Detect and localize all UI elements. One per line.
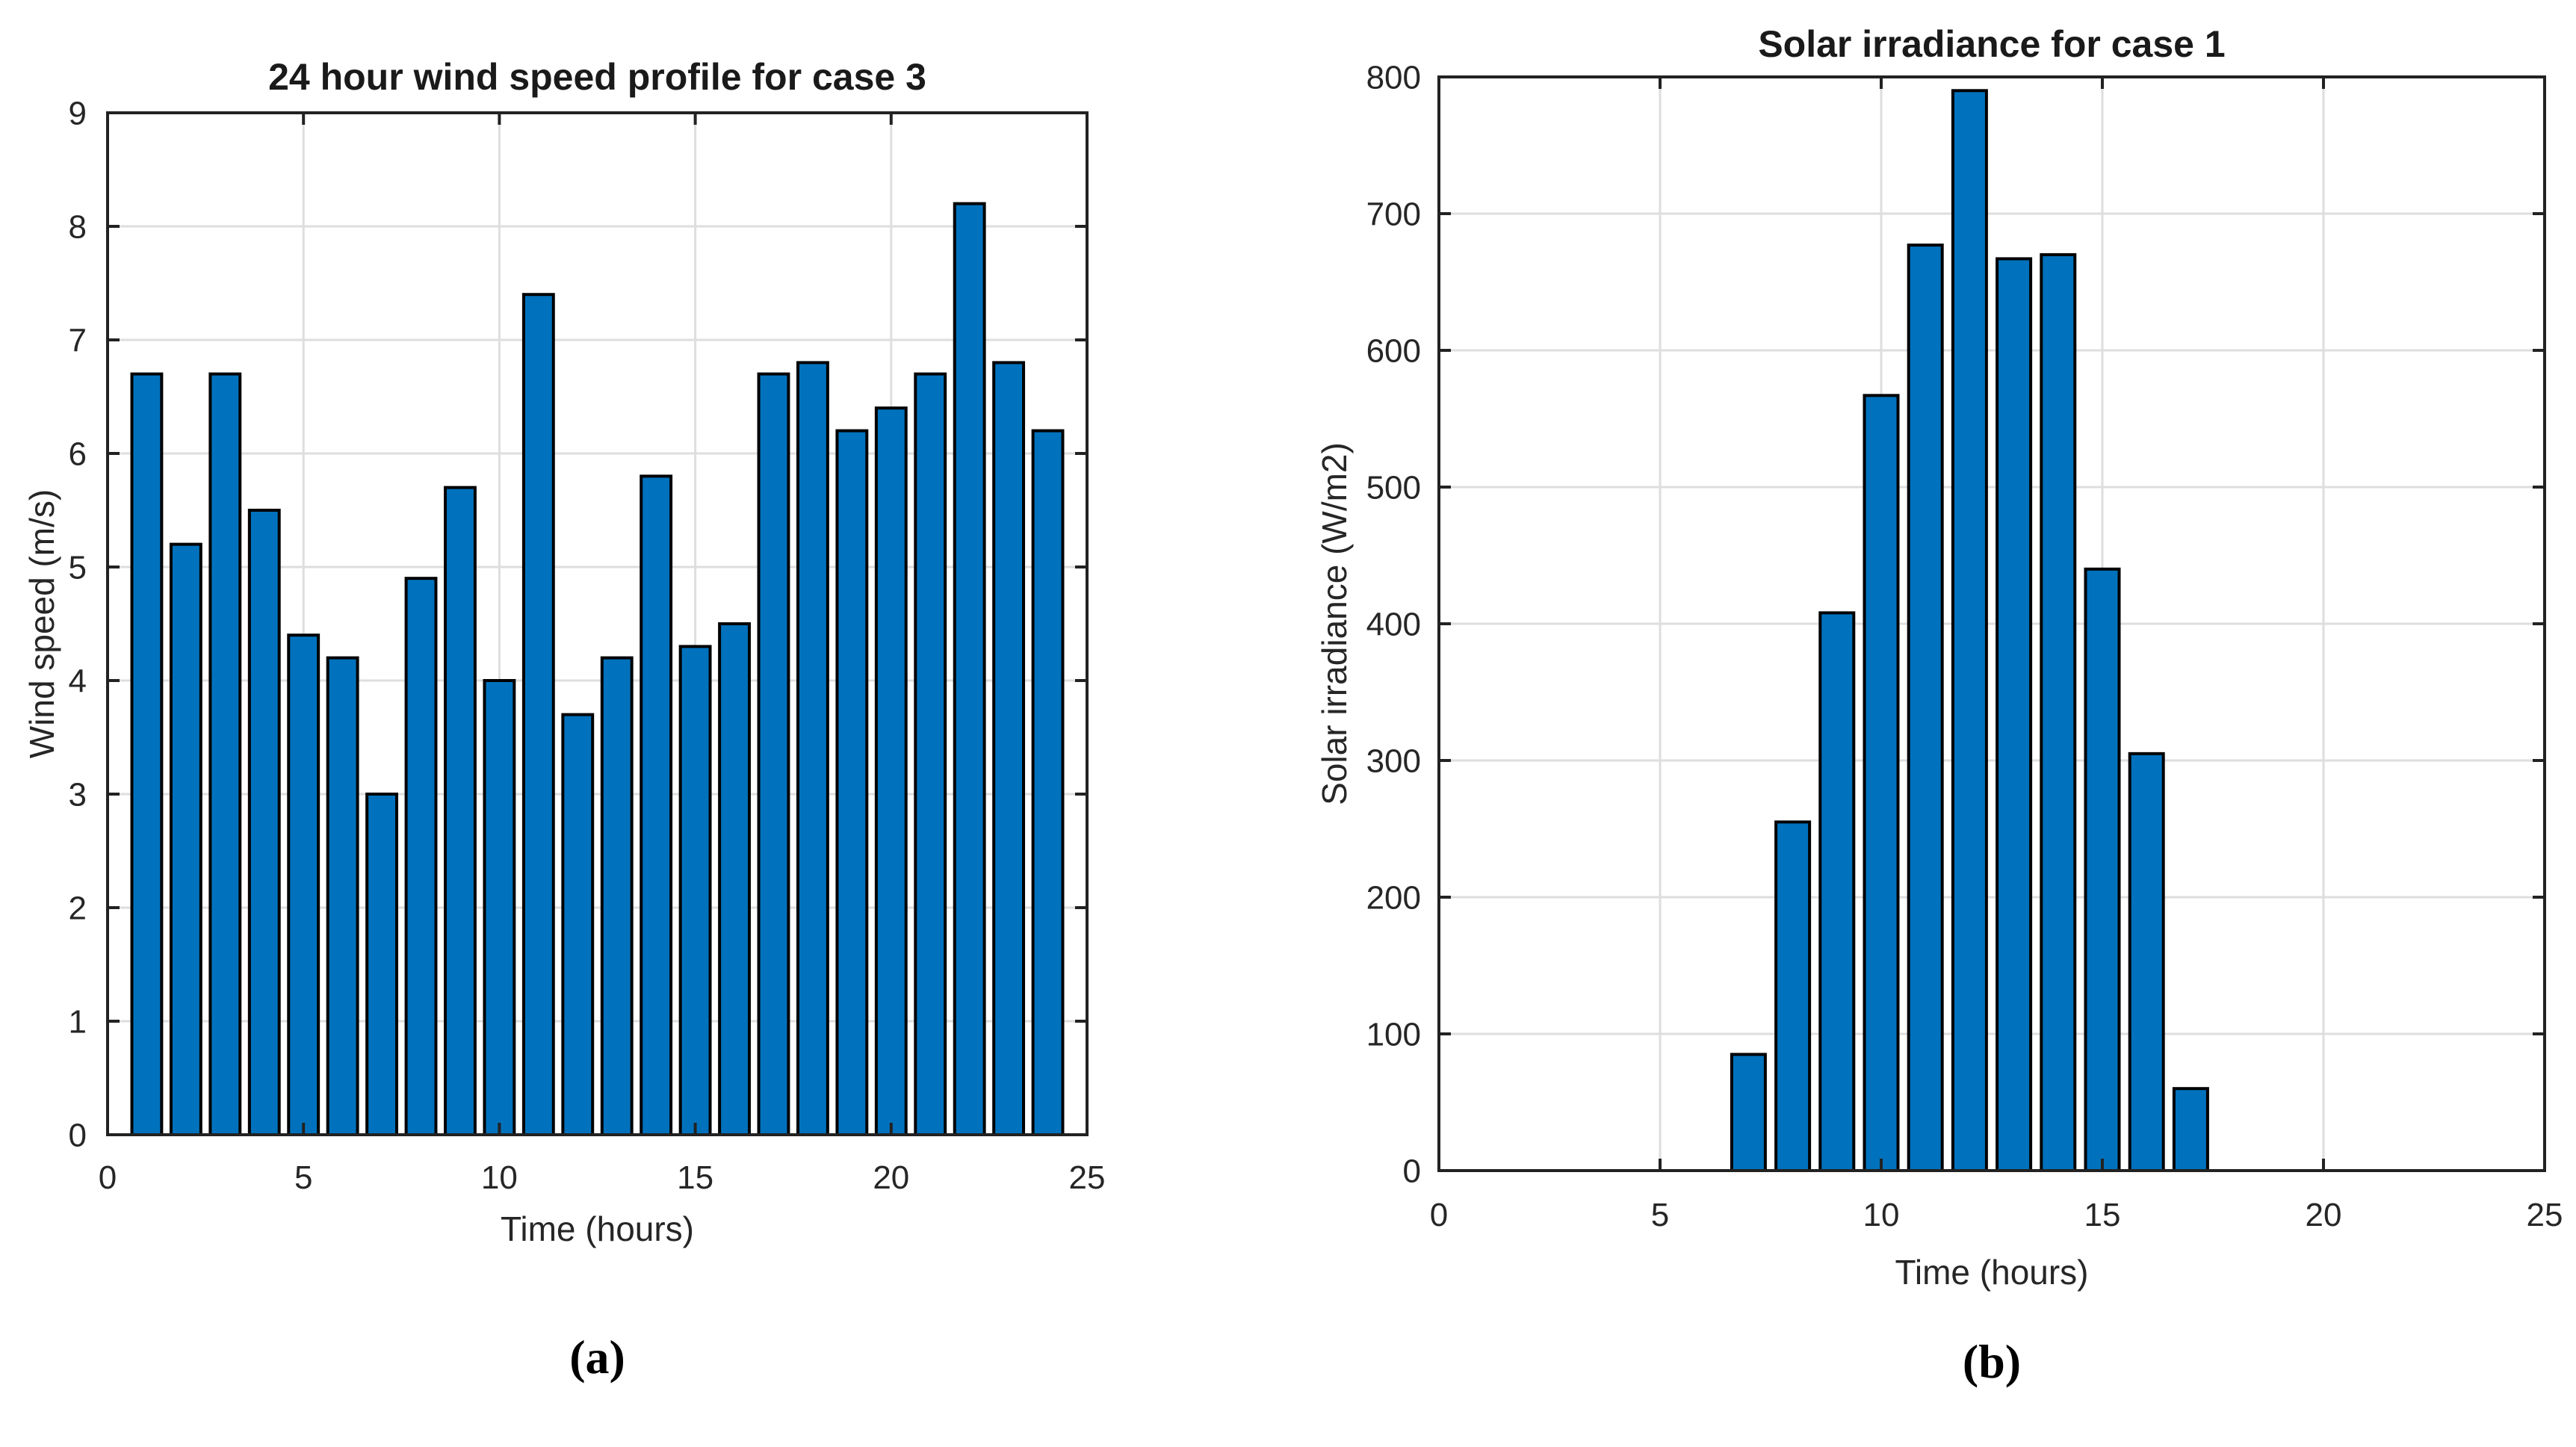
svg-text:10: 10 xyxy=(481,1159,518,1196)
chart-b-x-axis-label: Time (hours) xyxy=(1895,1253,2089,1292)
svg-text:0: 0 xyxy=(69,1117,87,1153)
panel-a-caption: (a) xyxy=(569,1330,625,1384)
svg-text:300: 300 xyxy=(1366,743,1421,779)
svg-text:700: 700 xyxy=(1366,196,1421,232)
svg-text:5: 5 xyxy=(69,549,87,586)
svg-text:5: 5 xyxy=(1651,1197,1669,1233)
chart-b-y-axis-label: Solar irradiance (W/m2) xyxy=(1315,442,1354,805)
svg-text:20: 20 xyxy=(873,1159,909,1196)
svg-text:15: 15 xyxy=(2084,1197,2121,1233)
svg-text:15: 15 xyxy=(677,1159,713,1196)
svg-text:7: 7 xyxy=(69,322,87,359)
svg-text:400: 400 xyxy=(1366,606,1421,642)
svg-text:2: 2 xyxy=(69,890,87,926)
chart-a-title: 24 hour wind speed profile for case 3 xyxy=(268,56,926,98)
chart-b-title: Solar irradiance for case 1 xyxy=(1758,23,2226,65)
svg-text:200: 200 xyxy=(1366,879,1421,916)
svg-text:1: 1 xyxy=(69,1003,87,1040)
wind-speed-bar-chart: 0 5 10 15 20 25 0 1 2 3 4 5 6 7 8 9 xyxy=(69,95,1106,1196)
panel-b: Solar irradiance for case 1 Solar irradi… xyxy=(1288,0,2576,1447)
svg-text:0: 0 xyxy=(99,1159,117,1196)
svg-text:3: 3 xyxy=(69,776,87,813)
svg-text:4: 4 xyxy=(69,663,87,699)
panel-b-caption: (b) xyxy=(1962,1335,2022,1388)
panel-a: 24 hour wind speed profile for case 3 Wi… xyxy=(22,56,1106,1384)
svg-text:0: 0 xyxy=(1403,1153,1421,1189)
chart-a-x-axis-label: Time (hours) xyxy=(501,1209,694,1248)
svg-text:500: 500 xyxy=(1366,469,1421,506)
svg-text:600: 600 xyxy=(1366,332,1421,369)
svg-text:100: 100 xyxy=(1366,1016,1421,1053)
svg-text:0: 0 xyxy=(1430,1197,1448,1233)
svg-text:25: 25 xyxy=(1069,1159,1106,1196)
svg-text:8: 8 xyxy=(69,208,87,245)
solar-irradiance-bar-chart: 0 5 10 15 20 25 0 100 200 300 400 500 600 700 800 xyxy=(1366,59,2563,1233)
svg-text:10: 10 xyxy=(1863,1197,1900,1233)
svg-text:5: 5 xyxy=(294,1159,312,1196)
svg-text:6: 6 xyxy=(69,436,87,472)
svg-text:9: 9 xyxy=(69,95,87,131)
svg-text:800: 800 xyxy=(1366,59,1421,96)
svg-text:25: 25 xyxy=(2527,1197,2563,1233)
chart-a-y-axis-label: Wind speed (m/s) xyxy=(22,489,61,759)
svg-text:20: 20 xyxy=(2306,1197,2342,1233)
